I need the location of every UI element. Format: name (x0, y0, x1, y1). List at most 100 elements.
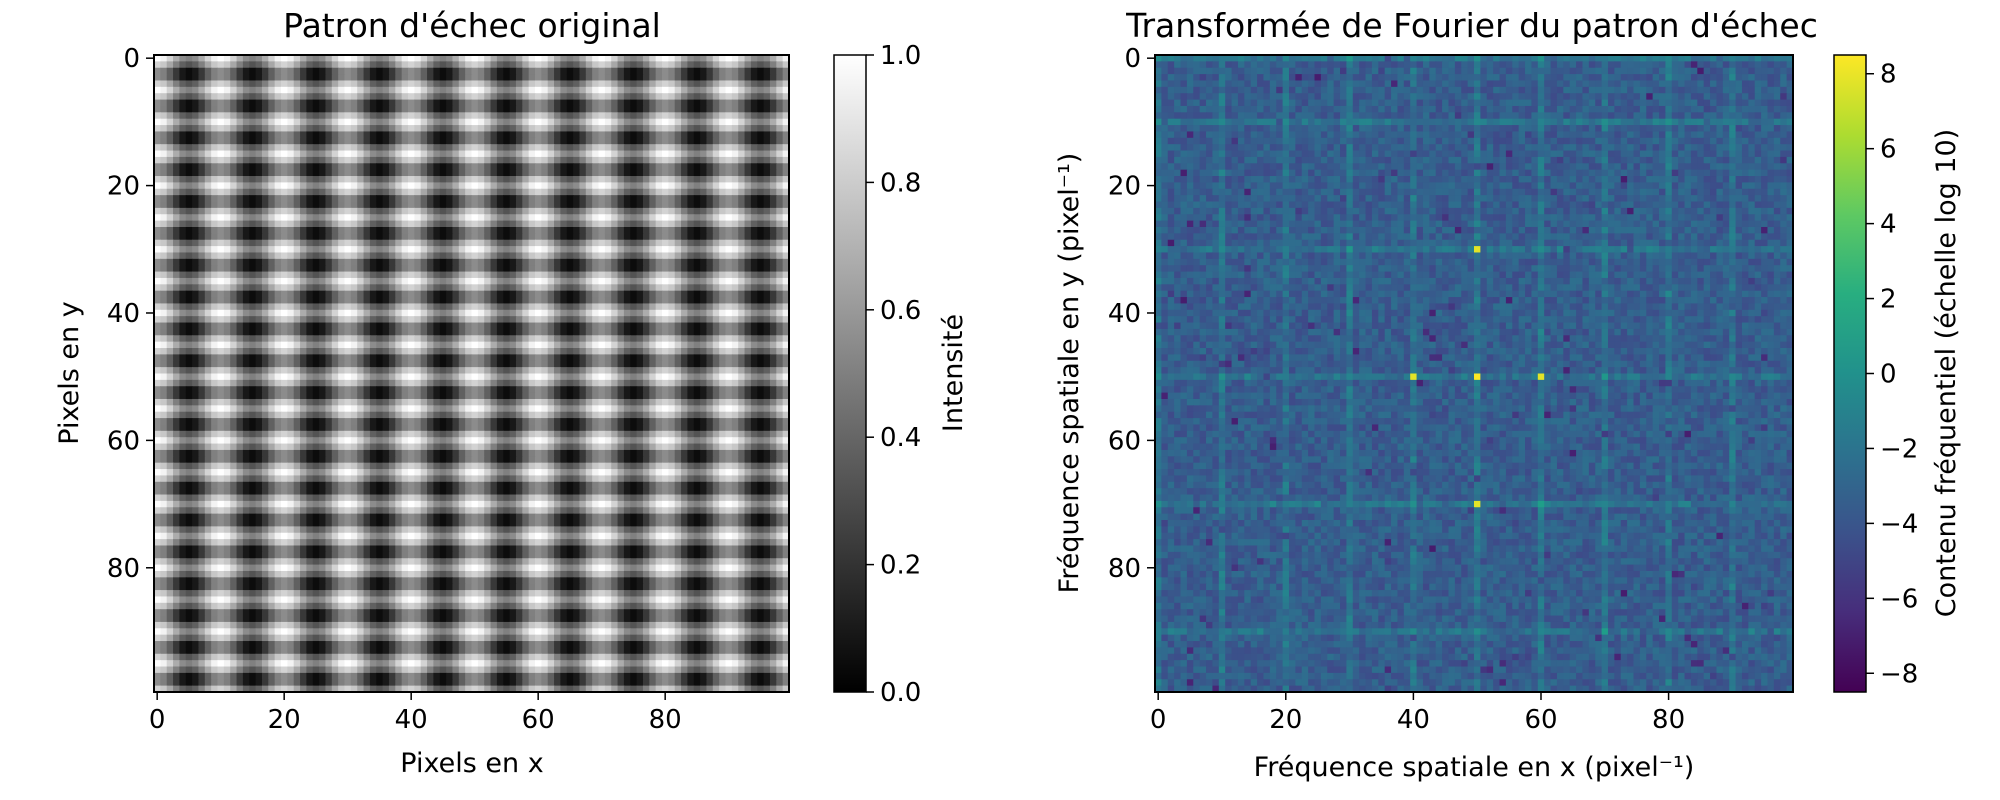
heatmap-cell (312, 169, 320, 177)
heatmap-cell (281, 137, 288, 145)
heatmap-cell (344, 137, 352, 145)
heatmap-cell (293, 290, 301, 298)
heatmap-cell (503, 367, 511, 375)
heatmap-cell (598, 137, 606, 145)
heatmap-cell (274, 131, 282, 139)
heatmap-cell (401, 195, 409, 203)
heatmap-cell (687, 360, 695, 368)
heatmap-cell (319, 201, 327, 209)
heatmap-cell (300, 367, 307, 375)
heatmap-cell (750, 105, 758, 113)
heatmap-cell (154, 61, 161, 69)
heatmap-cell (268, 125, 276, 133)
heatmap-cell (636, 201, 644, 209)
heatmap-cell (509, 93, 517, 101)
heatmap-cell (433, 150, 441, 158)
heatmap-cell (719, 322, 727, 330)
heatmap-cell (300, 239, 307, 247)
heatmap-cell (592, 201, 600, 209)
heatmap-cell (261, 258, 269, 266)
heatmap-cell (357, 163, 365, 171)
heatmap-cell (357, 284, 365, 292)
heatmap-cell (617, 74, 625, 82)
heatmap-cell (465, 182, 473, 190)
heatmap-cell (306, 226, 314, 234)
heatmap-cell (515, 239, 523, 247)
heatmap-cell (757, 156, 765, 164)
heatmap-cell (560, 156, 568, 164)
heatmap-cell (452, 214, 460, 222)
heatmap-cell (541, 360, 549, 368)
heatmap-cell (477, 156, 485, 164)
heatmap-cell (662, 367, 669, 375)
heatmap-cell (154, 169, 161, 177)
heatmap-cell (681, 290, 688, 298)
heatmap-cell (230, 348, 238, 355)
heatmap-cell (687, 309, 695, 317)
heatmap-cell (300, 137, 307, 145)
heatmap-cell (477, 150, 485, 158)
heatmap-cell (668, 195, 676, 203)
heatmap-cell (471, 86, 479, 94)
heatmap-cell (496, 220, 504, 228)
heatmap-cell (642, 258, 650, 266)
heatmap-cell (420, 246, 428, 254)
heatmap-cell (319, 239, 327, 247)
heatmap-cell (782, 341, 790, 349)
heatmap-cell (630, 80, 638, 88)
heatmap-cell (547, 303, 555, 311)
heatmap-cell (611, 93, 619, 101)
heatmap-cell (731, 239, 739, 247)
heatmap-cell (503, 284, 511, 292)
heatmap-cell (312, 163, 320, 171)
heatmap-cell (604, 105, 612, 113)
heatmap-cell (173, 367, 180, 375)
heatmap-cell (185, 201, 193, 209)
heatmap-cell (268, 163, 276, 171)
heatmap-cell (636, 258, 644, 266)
heatmap-cell (738, 303, 746, 311)
heatmap-cell (712, 360, 720, 368)
heatmap-cell (655, 188, 663, 196)
heatmap-cell (681, 93, 688, 101)
heatmap-cell (160, 277, 168, 285)
heatmap-cell (198, 163, 206, 171)
heatmap-cell (185, 195, 193, 203)
heatmap-cell (154, 112, 161, 120)
heatmap-cell (592, 341, 600, 349)
heatmap-cell (769, 80, 777, 88)
heatmap-cell (331, 303, 339, 311)
heatmap-cell (458, 105, 466, 113)
heatmap-cell (642, 271, 650, 279)
heatmap-cell (477, 246, 485, 254)
heatmap-cell (319, 277, 327, 285)
heatmap-cell (738, 367, 746, 375)
heatmap-cell (395, 201, 403, 209)
heatmap-cell (331, 284, 339, 292)
heatmap-cell (173, 144, 180, 152)
heatmap-cell (382, 150, 390, 158)
heatmap-cell (490, 348, 498, 355)
heatmap-cell (738, 258, 746, 266)
heatmap-cell (255, 328, 263, 336)
heatmap-cell (166, 144, 174, 152)
heatmap-cell (293, 163, 301, 171)
heatmap-cell (268, 360, 276, 368)
heatmap-cell (693, 335, 701, 343)
heatmap-cell (331, 239, 339, 247)
heatmap-cell (592, 239, 600, 247)
heatmap-cell (325, 201, 333, 209)
heatmap-cell (535, 99, 542, 107)
heatmap-cell (261, 80, 269, 88)
heatmap-cell (242, 163, 250, 171)
heatmap-cell (541, 348, 549, 355)
heatmap-cell (268, 201, 276, 209)
heatmap-cell (484, 348, 492, 355)
heatmap-cell (274, 55, 282, 62)
heatmap-cell (642, 348, 650, 355)
heatmap-cell (579, 125, 587, 133)
heatmap-cell (458, 195, 466, 203)
heatmap-cell (357, 176, 365, 183)
heatmap-cell (242, 335, 250, 343)
heatmap-cell (598, 86, 606, 94)
